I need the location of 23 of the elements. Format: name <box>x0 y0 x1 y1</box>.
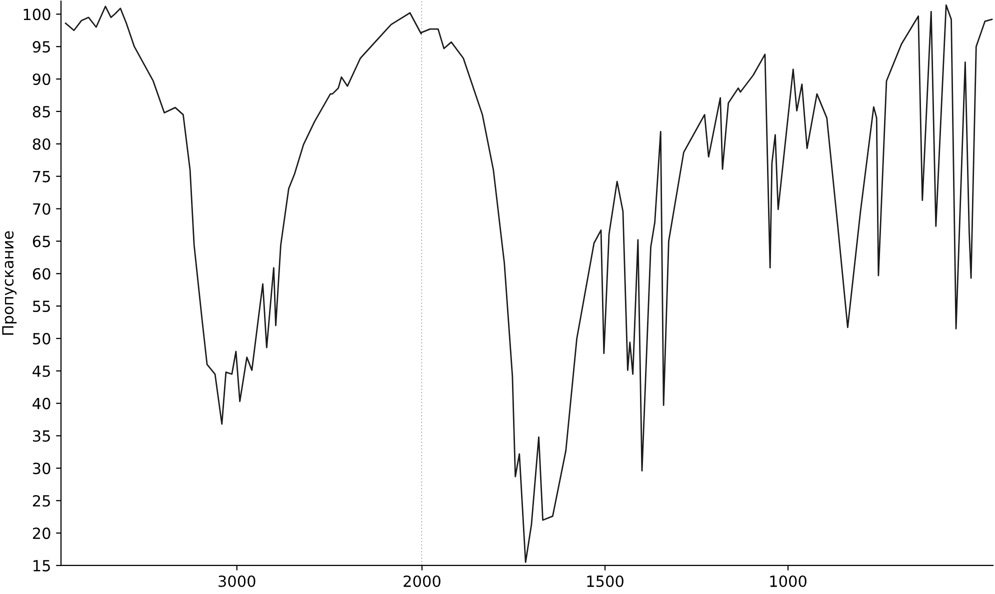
x-tick-label: 1000 <box>770 575 806 588</box>
y-tick-label: 80 <box>32 138 50 150</box>
x-tick-label: 1500 <box>587 575 624 588</box>
y-tick-label: 95 <box>32 41 50 53</box>
y-axis-title: Пропускание <box>2 231 17 335</box>
y-tick-label: 90 <box>32 73 50 86</box>
y-tick-label: 100 <box>24 8 50 20</box>
y-tick-label: 25 <box>32 495 50 507</box>
y-tick-label: 20 <box>32 528 50 540</box>
y-tick-label: 75 <box>33 170 50 182</box>
y-tick-label: 60 <box>32 268 50 280</box>
x-tick-label: 3000 <box>218 575 256 588</box>
y-tick-label: 55 <box>33 300 50 312</box>
y-tick-label: 15 <box>34 560 50 572</box>
y-tick-label: 30 <box>33 462 50 474</box>
y-tick-label: 65 <box>32 236 50 248</box>
y-tick-label: 45 <box>32 366 50 377</box>
y-tick-label: 85 <box>32 106 50 118</box>
y-tick-label: 40 <box>32 398 50 410</box>
x-tick-label: 2000 <box>404 575 440 588</box>
y-tick-label: 50 <box>33 332 50 344</box>
y-tick-label: 70 <box>33 203 50 215</box>
y-tick-label: 35 <box>33 430 50 442</box>
